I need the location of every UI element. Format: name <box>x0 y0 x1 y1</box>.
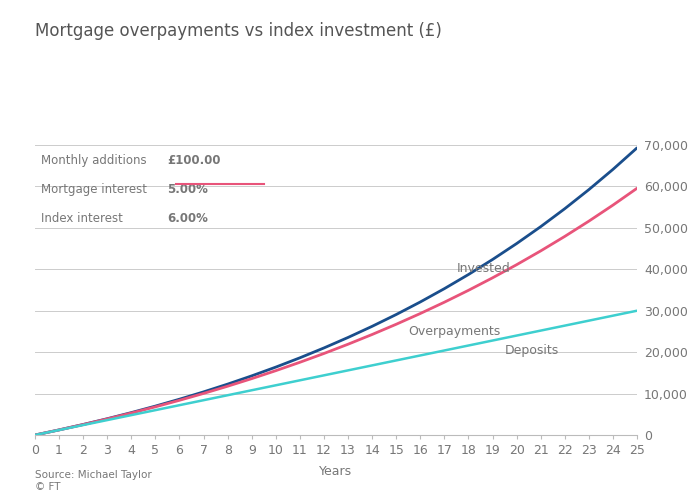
Text: 6.00%: 6.00% <box>167 212 209 224</box>
Text: Deposits: Deposits <box>505 344 559 358</box>
Text: 5.00%: 5.00% <box>167 182 209 196</box>
Text: £100.00: £100.00 <box>167 154 221 166</box>
Text: Mortgage overpayments vs index investment (£): Mortgage overpayments vs index investmen… <box>35 22 442 40</box>
X-axis label: Years: Years <box>319 466 353 478</box>
Text: Invested: Invested <box>456 262 510 276</box>
Text: Overpayments: Overpayments <box>408 325 500 338</box>
Text: Index interest: Index interest <box>41 212 123 224</box>
Text: Monthly additions: Monthly additions <box>41 154 146 166</box>
Text: Source: Michael Taylor
© FT: Source: Michael Taylor © FT <box>35 470 152 492</box>
Text: Mortgage interest: Mortgage interest <box>41 182 147 196</box>
